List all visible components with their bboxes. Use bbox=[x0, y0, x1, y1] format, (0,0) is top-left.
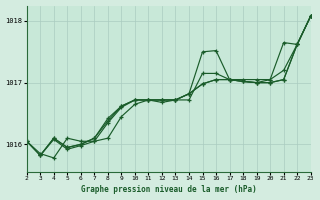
X-axis label: Graphe pression niveau de la mer (hPa): Graphe pression niveau de la mer (hPa) bbox=[81, 185, 257, 194]
